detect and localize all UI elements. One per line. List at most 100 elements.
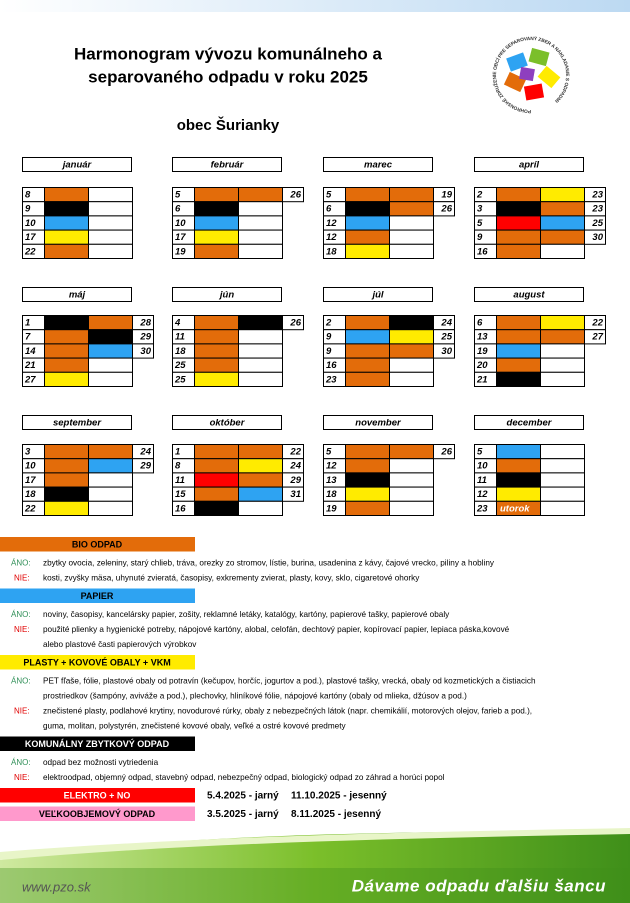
- category-title: PAPIER: [81, 591, 114, 601]
- end-day: 30: [441, 346, 452, 357]
- legend-text: kosti, zvyšky mäsa, uhynuté zvieratá, ča…: [43, 574, 420, 583]
- color-cell: [44, 201, 89, 217]
- end-day: 22: [289, 447, 301, 458]
- legend-text: elektroodpad, objemný odpad, stavebný od…: [43, 773, 445, 782]
- color-cell: [194, 201, 239, 217]
- color-cell: [238, 229, 283, 245]
- day: 12: [477, 489, 488, 500]
- day: 20: [476, 360, 488, 371]
- day: 19: [175, 246, 186, 257]
- end-day: 31: [290, 489, 301, 500]
- legend-text: použité plienky a hygienické potreby, ná…: [43, 625, 510, 634]
- day: 22: [24, 503, 36, 514]
- color-cell: [44, 243, 89, 260]
- color-cell: [496, 215, 541, 231]
- end-day: 28: [139, 318, 151, 329]
- color-cell: [88, 201, 133, 217]
- color-cell: [194, 357, 239, 373]
- color-cell: [540, 201, 585, 217]
- color-cell: [44, 458, 89, 474]
- day: 13: [326, 475, 337, 486]
- color-cell: [540, 444, 585, 460]
- color-cell: [238, 243, 283, 260]
- legend-text: odpad bez možnosti vytriedenia: [43, 758, 159, 767]
- day: 5: [326, 447, 332, 458]
- color-cell: [540, 500, 585, 516]
- color-cell: [389, 343, 434, 359]
- color-cell: [88, 371, 133, 387]
- color-cell: [540, 343, 585, 359]
- end-day: 25: [440, 332, 452, 343]
- category-title: KOMUNÁLNY ZBYTKOVÝ ODPAD: [25, 738, 170, 749]
- color-cell: [496, 444, 541, 460]
- subtitle: obec Šurianky: [177, 116, 280, 134]
- day: 5: [477, 447, 483, 458]
- color-cell: [238, 444, 283, 460]
- month-header: [323, 415, 433, 430]
- day-cell: [282, 315, 304, 331]
- end-day: 26: [440, 447, 452, 458]
- color-cell: [88, 315, 133, 331]
- color-cell: [194, 187, 239, 203]
- color-cell: [88, 357, 133, 373]
- day-cell: [132, 343, 154, 359]
- month-name: júl: [370, 290, 383, 301]
- color-cell: [540, 458, 585, 474]
- color-cell: [238, 486, 283, 502]
- category-bar: [0, 806, 195, 821]
- day: 10: [25, 461, 36, 472]
- day: 18: [175, 346, 186, 357]
- color-cell: [88, 500, 133, 516]
- color-cell: [389, 472, 434, 488]
- day: 3: [25, 447, 31, 458]
- color-cell: [496, 315, 541, 331]
- color-cell: [345, 472, 390, 488]
- month-header: [172, 157, 282, 172]
- month-name: december: [507, 418, 553, 429]
- legend-text: guma, molitan, polystyrén, znečistené ko…: [43, 722, 346, 731]
- color-cell: [238, 215, 283, 231]
- end-day: 26: [440, 204, 452, 215]
- footer-slogan: Dávame odpadu ďalšiu šancu: [352, 876, 606, 895]
- day: 9: [477, 232, 483, 243]
- day: 1: [175, 447, 180, 458]
- color-cell: [88, 343, 133, 359]
- color-cell: [88, 472, 133, 488]
- month-name: jún: [218, 290, 234, 301]
- day: 21: [476, 374, 488, 385]
- color-cell: [238, 357, 283, 373]
- end-day: 25: [591, 218, 603, 229]
- day: 12: [326, 232, 337, 243]
- color-cell: [496, 458, 541, 474]
- day: 9: [326, 332, 332, 343]
- day: 2: [325, 318, 332, 329]
- color-cell: [345, 229, 390, 245]
- day: 19: [326, 503, 337, 514]
- end-day: 30: [592, 232, 603, 243]
- date: 5.4.2025 - jarný: [207, 791, 279, 802]
- color-cell: [496, 201, 541, 217]
- title-line: separovaného odpadu v roku 2025: [88, 67, 368, 86]
- day: 6: [175, 204, 181, 215]
- day: 10: [175, 218, 186, 229]
- color-cell: [44, 187, 89, 203]
- legend-text: znečistené plasty, podlahové krytiny, no…: [43, 707, 532, 716]
- color-cell: [44, 444, 89, 460]
- color-cell: [44, 343, 89, 359]
- day: 18: [25, 489, 36, 500]
- color-cell: [238, 500, 283, 516]
- end-day: 29: [289, 475, 301, 486]
- color-cell: [345, 486, 390, 502]
- day: 9: [25, 204, 31, 215]
- color-cell: [44, 329, 89, 345]
- end-day: 27: [591, 332, 603, 343]
- category-title: VEĽKOOBJEMOVÝ ODPAD: [39, 808, 156, 819]
- day: 10: [25, 218, 36, 229]
- label: ÁNO:: [11, 758, 31, 767]
- category-title: PLASTY + KOVOVÉ OBALY + VKM: [23, 657, 170, 667]
- end-day: 26: [289, 190, 301, 201]
- day: 18: [326, 246, 337, 257]
- color-cell: [389, 357, 434, 373]
- color-cell: [88, 187, 133, 203]
